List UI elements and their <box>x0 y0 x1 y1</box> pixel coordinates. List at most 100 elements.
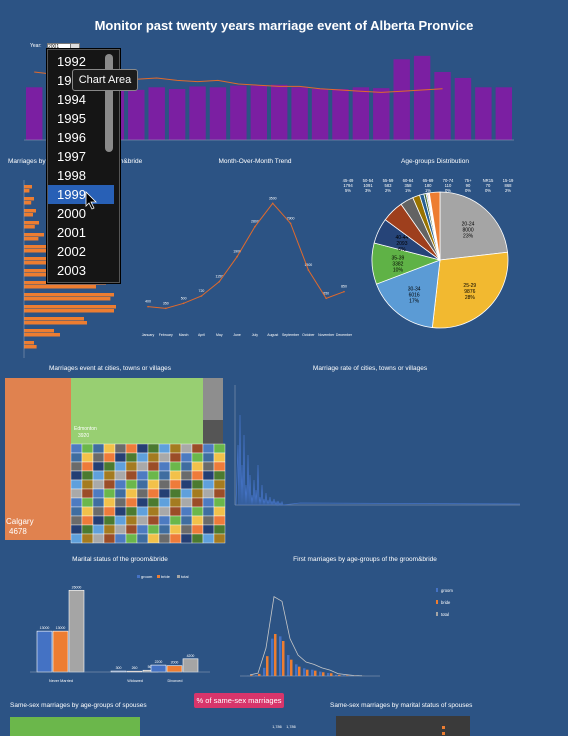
treemap-cell <box>158 533 171 544</box>
mom-line <box>147 202 345 309</box>
first-marriages-chart: groom bride total <box>240 588 453 677</box>
treemap-cell <box>191 524 204 535</box>
dropdown-option[interactable]: 1995 <box>57 111 86 126</box>
marital-value: 13000 <box>56 626 66 630</box>
first-groom-bar <box>335 674 338 676</box>
annual-bar <box>352 87 370 140</box>
pie-small-pct: 2% <box>505 188 511 193</box>
treemap-cell <box>136 470 149 481</box>
month-bar-groom <box>24 345 37 349</box>
treemap-cell <box>136 497 149 508</box>
treemap-cell <box>125 533 138 544</box>
treemap-cell <box>213 497 226 508</box>
dropdown-option[interactable]: 1996 <box>57 130 86 145</box>
dropdown-scrollbar[interactable] <box>105 54 113 152</box>
treemap-cell <box>158 452 171 463</box>
first-legend-swatch <box>436 612 438 616</box>
pie-small-value: 1091 <box>363 183 373 188</box>
panel-title-treemap: Marriages event at cities, towns or vill… <box>48 365 172 372</box>
first-bride-bar <box>330 673 333 676</box>
first-bride-bar <box>298 666 301 676</box>
treemap-value-edmonton: 3920 <box>78 433 89 439</box>
samesex-charts: 1,786 1,786 <box>10 716 470 736</box>
month-bar-bride <box>24 341 34 345</box>
treemap-cell <box>202 452 215 463</box>
pie-value: 2093 <box>396 241 407 247</box>
treemap-cell <box>70 443 83 454</box>
dropdown-option[interactable]: 2002 <box>57 244 86 259</box>
month-bar-groom <box>24 285 96 289</box>
treemap-cell <box>81 470 94 481</box>
treemap-cell <box>202 497 215 508</box>
panel-title-mom: Month-Over-Month Trend <box>218 158 292 165</box>
treemap-cell <box>213 515 226 526</box>
samesex-badge[interactable]: % of same-sex marriages <box>194 693 284 708</box>
month-bar-groom <box>24 249 48 253</box>
annual-bar <box>311 89 329 140</box>
month-over-month-chart: 400 January 350 February 500 March 720 April 115… <box>142 196 353 337</box>
mom-tick-label: November <box>318 333 335 337</box>
pie-label: 35-39 <box>392 255 405 261</box>
pie-small-label: 65-69 <box>423 178 434 183</box>
treemap-cell <box>213 506 226 517</box>
dropdown-option[interactable]: 1998 <box>57 168 86 183</box>
dropdown-option[interactable]: 1992 <box>57 54 86 69</box>
month-bar-groom <box>24 309 114 313</box>
treemap-cell <box>169 443 182 454</box>
treemap-cell <box>180 470 193 481</box>
treemap-label-calgary: Calgary <box>6 517 34 526</box>
first-groom-bar <box>271 638 274 676</box>
month-bar-groom <box>24 201 32 205</box>
pie-value: 3382 <box>392 261 403 267</box>
samesex-value: 1,786 <box>272 725 282 729</box>
dropdown-option[interactable]: 1997 <box>57 149 86 164</box>
treemap-cell <box>103 533 116 544</box>
rate-line <box>235 414 521 507</box>
first-bride-bar <box>306 669 309 676</box>
dropdown-option[interactable]: 2001 <box>57 225 86 240</box>
first-groom-bar <box>319 671 322 676</box>
treemap-cell <box>158 488 171 499</box>
pie-label: 30-34 <box>408 286 421 292</box>
treemap-cell <box>147 506 160 517</box>
treemap-cell <box>147 524 160 535</box>
annual-bar <box>26 87 43 140</box>
treemap-cell <box>136 506 149 517</box>
treemap-cell <box>70 533 83 544</box>
mom-tick-label: January <box>142 333 155 337</box>
treemap-cell <box>158 479 171 490</box>
dropdown-option[interactable]: 1999 <box>48 185 114 204</box>
dropdown-option[interactable]: 2000 <box>57 206 86 221</box>
treemap-cell <box>158 524 171 535</box>
treemap-cell <box>191 461 204 472</box>
mom-tick-label: July <box>252 333 258 337</box>
treemap-cell <box>191 497 204 508</box>
pie-value: 9876 <box>464 289 475 295</box>
pie-pct: 23% <box>463 234 474 240</box>
samesex-legend-swatch <box>442 726 445 729</box>
pie-small-value: 868 <box>505 183 513 188</box>
pie-small-value: 583 <box>385 183 393 188</box>
mom-data-label: 720 <box>199 289 205 293</box>
marital-legend-label: total <box>181 574 189 579</box>
first-bride-bar <box>314 670 317 676</box>
cities-rate-chart <box>234 385 521 507</box>
panel-title-samesex-marital: Same-sex marriages by marital status of … <box>330 702 473 709</box>
treemap-cell <box>147 533 160 544</box>
year-label: Year: <box>30 43 42 49</box>
treemap-cell <box>70 452 83 463</box>
treemap-cell <box>92 506 105 517</box>
month-bar-bride <box>24 185 32 189</box>
dropdown-option[interactable]: 2003 <box>57 263 86 278</box>
treemap-cell <box>147 515 160 526</box>
treemap-cell <box>81 497 94 508</box>
treemap-cell <box>213 488 226 499</box>
treemap-cell <box>191 452 204 463</box>
dropdown-option[interactable]: 1994 <box>57 92 86 107</box>
month-bar-bride <box>24 245 54 249</box>
pie-small-label: 50-54 <box>363 178 374 183</box>
treemap-cell <box>103 452 116 463</box>
pie-value: 6016 <box>409 292 420 298</box>
treemap-cell <box>81 524 94 535</box>
pie-value: 8000 <box>462 228 473 234</box>
